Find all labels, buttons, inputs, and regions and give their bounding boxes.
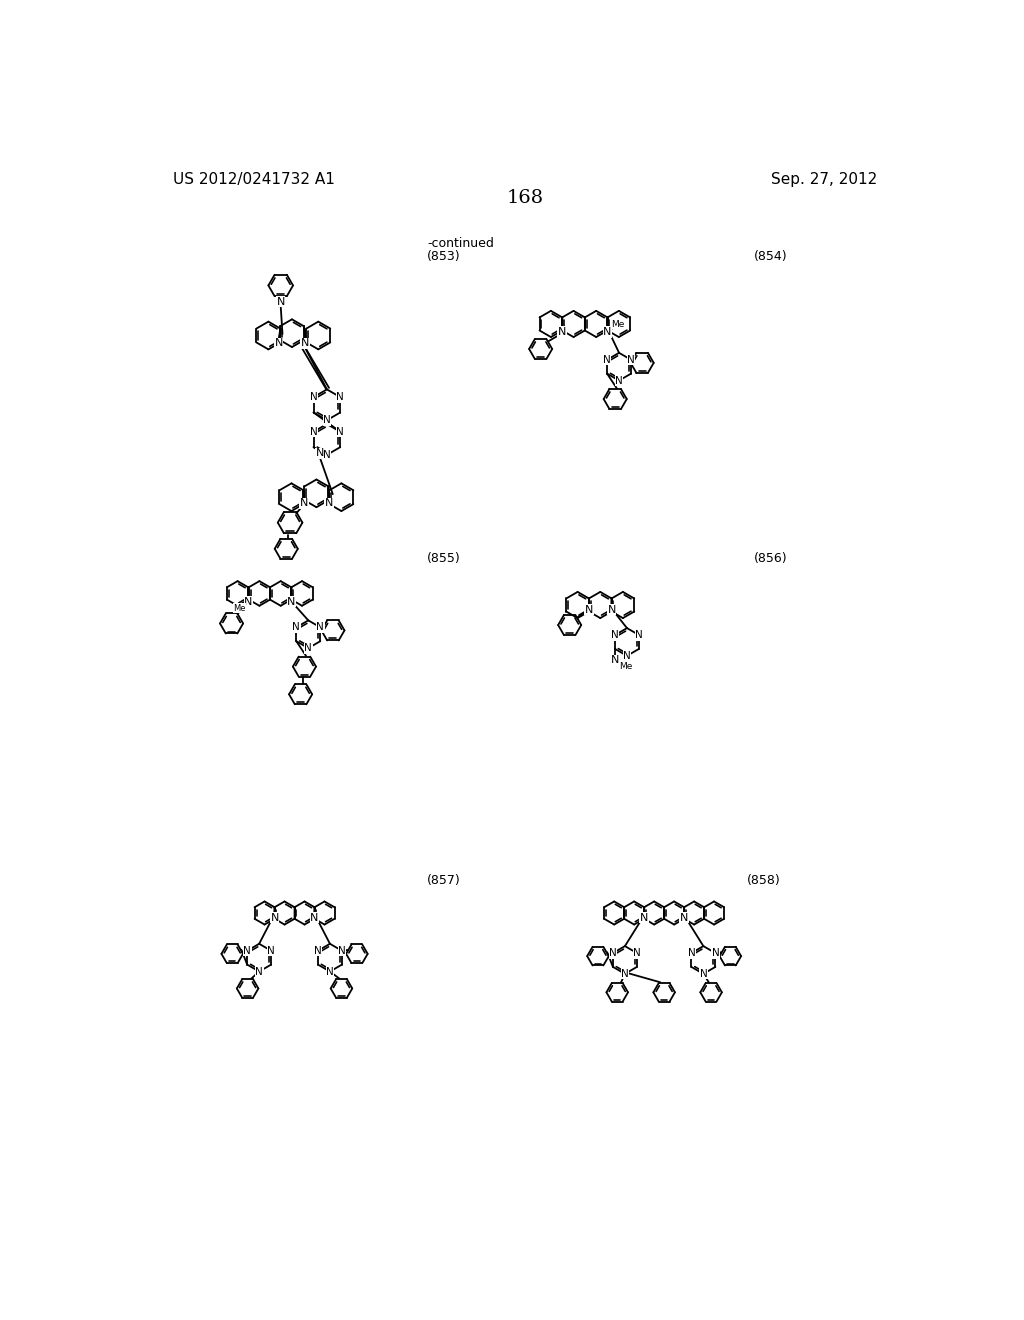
Text: US 2012/0241732 A1: US 2012/0241732 A1 — [173, 172, 335, 186]
Text: N: N — [309, 426, 317, 437]
Text: N: N — [687, 948, 695, 958]
Text: N: N — [585, 605, 593, 615]
Text: Me: Me — [233, 603, 246, 612]
Text: N: N — [558, 327, 566, 337]
Text: N: N — [274, 338, 283, 348]
Text: N: N — [304, 643, 312, 653]
Text: N: N — [323, 416, 331, 425]
Text: N: N — [245, 597, 253, 607]
Text: 168: 168 — [506, 190, 544, 207]
Text: N: N — [300, 499, 308, 508]
Text: N: N — [699, 969, 708, 979]
Text: N: N — [680, 912, 688, 923]
Text: N: N — [640, 912, 648, 923]
Text: Sep. 27, 2012: Sep. 27, 2012 — [771, 172, 878, 186]
Text: N: N — [244, 945, 251, 956]
Text: N: N — [326, 966, 334, 977]
Text: N: N — [316, 622, 325, 632]
Text: (853): (853) — [427, 251, 461, 264]
Text: N: N — [610, 656, 620, 665]
Text: N: N — [624, 651, 631, 661]
Text: Me: Me — [611, 319, 625, 329]
Text: N: N — [338, 945, 346, 956]
Text: N: N — [712, 948, 719, 958]
Text: N: N — [336, 392, 344, 403]
Text: (857): (857) — [427, 874, 461, 887]
Text: N: N — [267, 945, 275, 956]
Text: N: N — [276, 297, 285, 306]
Text: N: N — [255, 966, 263, 977]
Text: N: N — [621, 969, 629, 979]
Text: N: N — [309, 392, 317, 403]
Text: N: N — [633, 948, 641, 958]
Text: N: N — [301, 338, 309, 348]
Text: N: N — [603, 355, 611, 364]
Text: (856): (856) — [755, 552, 787, 565]
Text: N: N — [293, 622, 300, 632]
Text: Me: Me — [620, 663, 633, 671]
Text: -continued: -continued — [427, 236, 494, 249]
Text: N: N — [609, 948, 616, 958]
Text: N: N — [310, 912, 318, 923]
Text: N: N — [611, 630, 618, 640]
Text: (858): (858) — [746, 874, 780, 887]
Text: N: N — [336, 426, 344, 437]
Text: N: N — [287, 597, 296, 607]
Text: N: N — [615, 376, 623, 385]
Text: N: N — [627, 355, 635, 364]
Text: N: N — [323, 450, 331, 459]
Text: N: N — [315, 449, 324, 458]
Text: (855): (855) — [427, 552, 461, 565]
Text: N: N — [314, 945, 322, 956]
Text: (854): (854) — [755, 251, 787, 264]
Text: N: N — [603, 327, 611, 337]
Text: N: N — [635, 630, 643, 640]
Text: N: N — [607, 605, 615, 615]
Text: N: N — [270, 912, 279, 923]
Text: N: N — [325, 499, 333, 508]
